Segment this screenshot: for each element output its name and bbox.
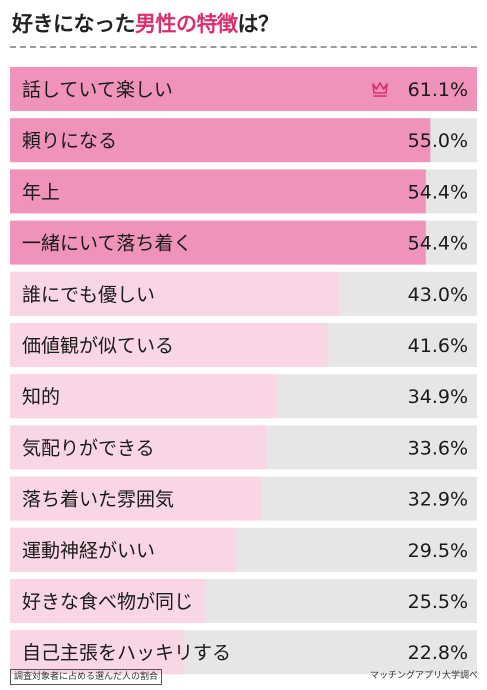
title-highlight: 男性の特徴 (135, 12, 238, 36)
category-label: 価値観が似ている (22, 335, 174, 357)
category-label: 話していて楽しい (22, 79, 173, 101)
title-part-1: 好きになった (12, 12, 136, 36)
bar (10, 527, 236, 572)
category-label: 好きな食べ物が同じ (22, 591, 193, 613)
value-label: 25.5% (408, 591, 468, 613)
bar (10, 220, 426, 265)
category-label: 年上 (22, 181, 60, 203)
crown-icon (372, 82, 388, 94)
chart-title: 好きになった男性の特徴は？ (12, 8, 279, 38)
bar (10, 271, 339, 316)
bar (10, 374, 277, 419)
value-label: 54.4% (408, 181, 468, 203)
bar (10, 425, 267, 470)
bar (10, 630, 185, 675)
bar (10, 169, 426, 214)
category-label: 自己主張をハッキリする (22, 642, 231, 664)
value-label: 43.0% (408, 284, 468, 306)
category-label: 頼りになる (22, 130, 117, 152)
bar (10, 579, 205, 623)
value-label: 22.8% (408, 642, 468, 664)
bar (10, 118, 431, 163)
title-part-3: は？ (237, 12, 280, 36)
category-label: 知的 (22, 386, 60, 408)
value-label: 54.4% (408, 233, 468, 255)
category-label: 一緒にいて落ち着く (22, 233, 192, 255)
value-label: 41.6% (408, 335, 468, 357)
category-label: 誰にでも優しい (22, 284, 155, 306)
bar (10, 476, 262, 521)
value-label: 55.0% (408, 130, 468, 152)
category-label: 運動神経がいい (22, 540, 155, 562)
bar (10, 67, 477, 111)
category-label: 気配りができる (22, 437, 155, 459)
value-label: 29.5% (408, 540, 468, 562)
value-label: 34.9% (408, 386, 468, 408)
category-label: 落ち着いた雰囲気 (22, 489, 174, 511)
footnote: 調査対象者に占める選んだ人の割合 (10, 669, 163, 685)
source-label: マッチングアプリ大学調べ (369, 671, 478, 681)
value-label: 33.6% (408, 437, 468, 459)
value-label: 32.9% (408, 489, 468, 511)
title-divider (10, 46, 477, 48)
bar (10, 323, 328, 367)
value-label: 61.1% (408, 79, 468, 101)
